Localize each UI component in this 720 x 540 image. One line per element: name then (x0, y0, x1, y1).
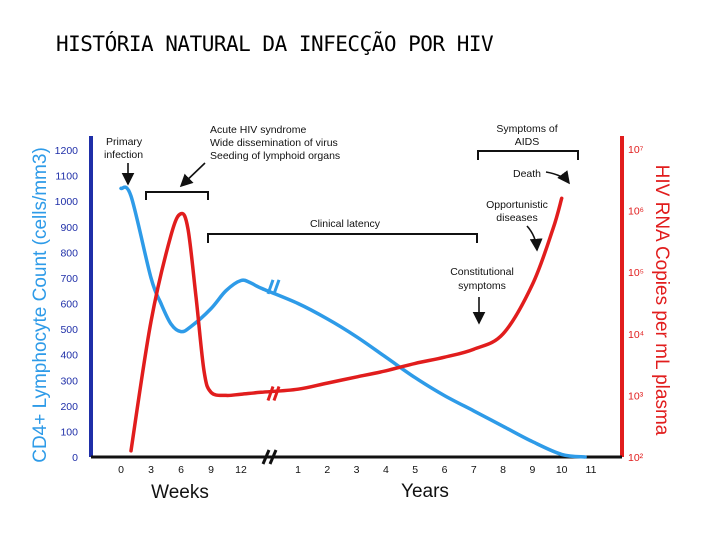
death-text: Death (513, 168, 541, 180)
constitutional-text-1: Constitutional (450, 266, 514, 278)
cd4-count-line (119, 185, 587, 459)
acute-text-1: Acute HIV syndrome (210, 124, 306, 136)
x-tick-label-year: 5 (412, 464, 418, 476)
x-tick-label-week: 12 (235, 464, 247, 476)
acute-arrow (179, 162, 206, 188)
right-tick-label: 10⁶ (628, 206, 644, 218)
x-tick-label-year: 3 (354, 464, 360, 476)
x-tick-label-week: 0 (118, 464, 124, 476)
primary-text-1: Primary (106, 136, 143, 148)
cd4-break-mark (266, 279, 275, 295)
left-tick-labels: 0 100 200 300 400 500 600 700 800 900 1000 1100 1200 (55, 145, 79, 464)
annotation-arrows (121, 162, 570, 325)
x-tick-label-year: 2 (324, 464, 330, 476)
x-tick-label-year: 1 (295, 464, 301, 476)
left-tick-label: 700 (60, 273, 78, 285)
x-tick-label-year: 4 (383, 464, 389, 476)
left-axis-label-text: CD4+ Lymphocyte Count (cells/mm3) (30, 147, 51, 463)
left-tick-label: 500 (60, 324, 78, 336)
years-label: Years (401, 481, 449, 502)
x-tick-label-year: 7 (471, 464, 477, 476)
right-tick-label: 10² (628, 452, 644, 464)
constitutional-text-2: symptoms (458, 280, 506, 292)
aids-text-1: Symptoms of (496, 123, 557, 135)
aids-bracket (477, 150, 579, 160)
annotations: Primary infection Acute HIV syndrome Wid… (104, 123, 558, 292)
cd4-break-mark (272, 279, 281, 295)
x-tick-label-week: 9 (208, 464, 214, 476)
latency-text: Clinical latency (310, 218, 381, 230)
series-layer (119, 185, 587, 459)
x-tick-label-week: 3 (148, 464, 154, 476)
right-tick-label: 10⁷ (628, 144, 644, 156)
opportunistic-text-1: Opportunistic (486, 199, 548, 211)
left-tick-label: 800 (60, 247, 78, 259)
aids-text-2: AIDS (515, 136, 540, 148)
x-tick-label-year: 9 (529, 464, 535, 476)
left-tick-label: 1200 (55, 145, 79, 157)
annotation-brackets (145, 150, 579, 243)
primary-text-2: infection (104, 149, 143, 161)
left-tick-label: 100 (60, 426, 78, 438)
left-tick-label: 1100 (55, 171, 78, 183)
left-tick-label: 600 (60, 299, 78, 311)
right-tick-label: 10⁴ (628, 329, 644, 341)
x-tick-label-year: 11 (586, 464, 597, 476)
x-tick-label-year: 8 (500, 464, 506, 476)
left-tick-label: 1000 (55, 196, 79, 208)
right-tick-labels: 10² 10³ 10⁴ 10⁵ 10⁶ 10⁷ (628, 144, 644, 464)
axis-break-marks (261, 449, 278, 465)
rna-break-mark (272, 386, 281, 402)
left-tick-label: 400 (60, 350, 78, 362)
x-tick-labels: 0 3 6 9 12 1 2 3 4 5 6 7 8 9 10 11 (118, 464, 597, 476)
x-break-mark-1 (261, 449, 271, 465)
acute-text-2: Wide dissemination of virus (210, 137, 338, 149)
right-tick-label: 10⁵ (628, 267, 644, 279)
acute-bracket (145, 191, 209, 200)
right-tick-label: 10³ (628, 390, 644, 402)
left-tick-label: 300 (60, 375, 78, 387)
slide-title: HISTÓRIA NATURAL DA INFECÇÃO POR HIV (56, 32, 494, 56)
x-tick-label-year: 6 (442, 464, 448, 476)
x-tick-label-year: 10 (556, 464, 568, 476)
left-tick-label: 0 (72, 452, 78, 464)
opportunistic-text-2: diseases (496, 212, 537, 224)
weeks-label: Weeks (151, 482, 209, 503)
left-axis-label: CD4+ Lymphocyte Count (cells/mm3) (30, 147, 51, 463)
x-tick-label-week: 6 (178, 464, 184, 476)
left-tick-label: 900 (60, 222, 78, 234)
right-axis-label: HIV RNA Copies per mL plasma (651, 165, 672, 436)
opportunistic-arrow (526, 225, 543, 252)
acute-text-3: Seeding of lymphoid organs (210, 150, 340, 162)
latency-bracket (207, 233, 478, 243)
rna-break-mark (266, 386, 275, 402)
death-arrow (545, 170, 570, 185)
x-break-mark-2 (268, 449, 278, 465)
hiv-rna-line (129, 196, 564, 453)
left-tick-label: 200 (60, 401, 78, 413)
